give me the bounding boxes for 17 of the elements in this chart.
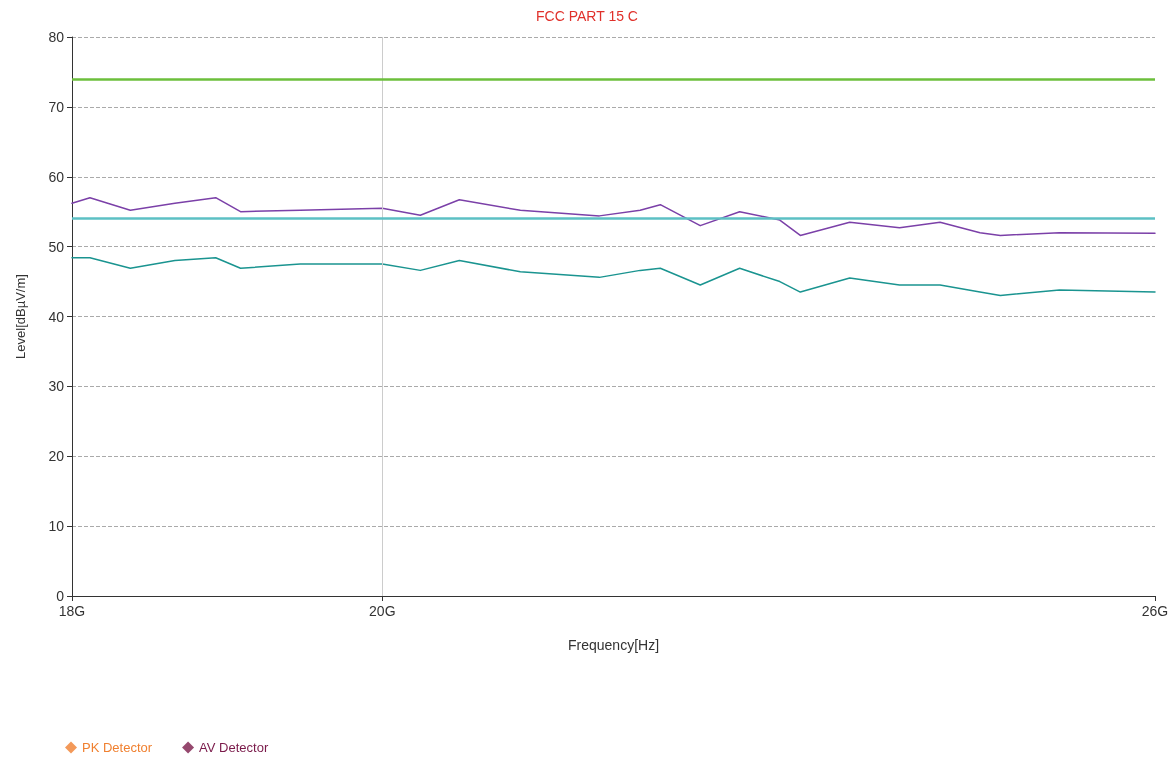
- x-tick-label: 26G: [1141, 603, 1169, 619]
- chart-title: FCC PART 15 C: [536, 8, 638, 24]
- y-tick-label: 30: [48, 378, 65, 395]
- y-axis-title: Level[dBµV/m]: [13, 274, 28, 359]
- y-tick-label: 80: [48, 29, 65, 45]
- y-tick-label: 60: [48, 168, 65, 185]
- legend-label: AV Detector: [199, 740, 269, 755]
- y-tick-label: 70: [48, 98, 65, 115]
- x-tick-label: 18G: [58, 603, 86, 619]
- y-tick-label: 40: [48, 308, 65, 325]
- y-tick-label: 10: [48, 518, 65, 535]
- x-axis-title: Frequency[Hz]: [567, 637, 660, 653]
- y-tick-label: 20: [48, 448, 65, 465]
- y-tick-label: 50: [48, 238, 65, 255]
- x-tick-label: 20G: [369, 603, 396, 619]
- y-tick-label: 0: [56, 588, 65, 604]
- legend-label: PK Detector: [82, 740, 153, 755]
